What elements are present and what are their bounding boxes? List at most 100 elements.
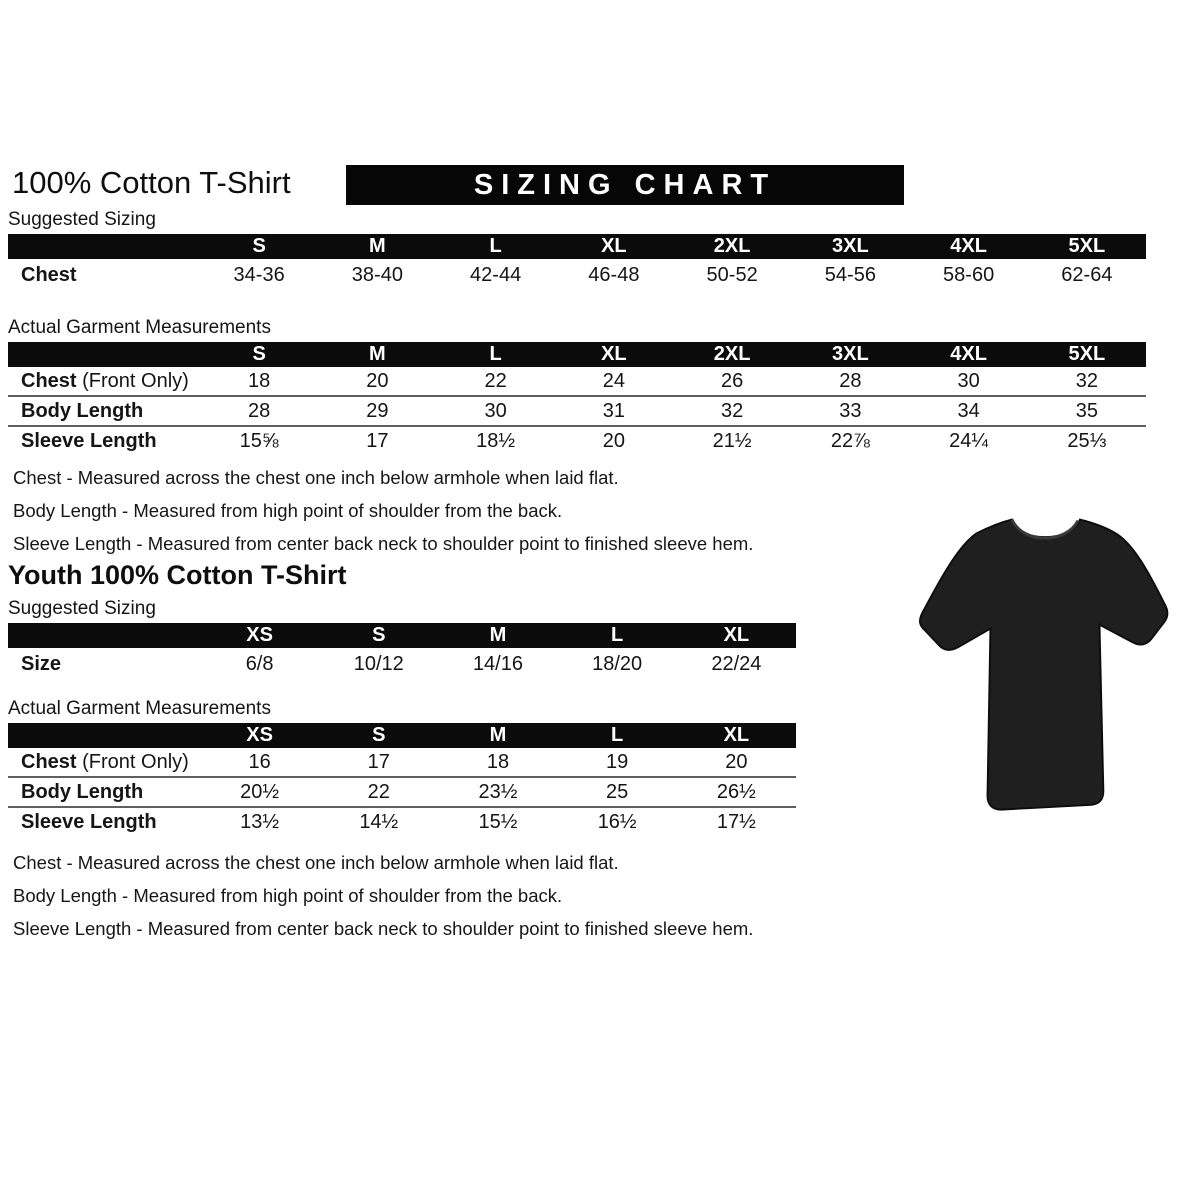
tshirt-illustration <box>919 518 1169 811</box>
measurement-value-cell: 20 <box>725 750 748 773</box>
size-column-header: M <box>438 720 558 748</box>
measurement-value-cell: 18/20 <box>592 652 643 675</box>
corner-cell <box>8 720 200 748</box>
measurement-value-cell: 28 <box>839 369 862 392</box>
measurement-value-cell: 58-60 <box>943 264 995 286</box>
measurement-value-cell: 19 <box>606 750 629 773</box>
measurement-value-cell: 15½ <box>438 806 558 836</box>
size-column-header: S <box>319 620 439 648</box>
size-column-header: L <box>436 231 555 259</box>
measurement-value-cell: 21½ <box>673 425 792 455</box>
measurement-value-cell: 23½ <box>438 776 558 807</box>
row-label-cell: Chest <box>8 259 200 292</box>
size-column-header: M <box>318 231 437 259</box>
size-column-header: 5XL <box>1027 231 1146 259</box>
measurement-value-cell: 22 <box>319 776 439 807</box>
youth-title: Youth 100% Cotton T-Shirt <box>8 560 347 590</box>
row-label-cell: Sleeve Length <box>8 806 200 836</box>
measurement-value-cell: 38-40 <box>351 264 403 286</box>
youth-suggested-sizing-table: XS S M L XL Size 6/8 10/12 14/16 18/20 22/24 <box>8 620 796 680</box>
measurement-value-cell: 14½ <box>319 806 439 836</box>
spacer <box>0 292 1200 317</box>
row-label: Body Length <box>21 399 144 422</box>
measurement-value-cell: 25 <box>557 776 677 807</box>
measurement-row: Body Length 28 29 30 31 32 33 34 35 <box>8 395 1146 426</box>
tshirt-photo <box>897 474 1189 826</box>
youth-measurement-notes: Chest - Measured across the chest one in… <box>13 846 1200 945</box>
measurement-value-cell: 18 <box>486 750 510 773</box>
corner-cell <box>8 339 200 367</box>
tshirt-silhouette <box>919 518 1169 811</box>
sizing-chart-banner: SIZING CHART <box>346 165 904 205</box>
size-column-header: XL <box>676 720 796 748</box>
row-label: Size <box>21 652 62 675</box>
size-column-header: XL <box>554 231 673 259</box>
note-line: Sleeve Length - Measured from center bac… <box>13 918 754 939</box>
size-column-header: S <box>200 231 319 259</box>
measurement-value-cell: 34-36 <box>233 264 285 286</box>
row-label-cell: Chest (Front Only) <box>8 367 200 396</box>
size-header-row: XS S M L XL <box>8 720 796 748</box>
row-label-cell: Body Length <box>8 395 200 426</box>
measurement-value-cell: 30 <box>957 369 980 392</box>
measurement-value-cell: 14/16 <box>472 652 523 675</box>
note-line: Chest - Measured across the chest one in… <box>13 467 619 488</box>
measurement-value-cell: 24 <box>602 369 625 392</box>
measurement-value-cell: 17 <box>318 425 437 455</box>
row-label-suffix: (Front Only) <box>76 750 189 773</box>
measurement-row: Sleeve Length 15⅝ 17 18½ 20 21½ 22⅞ 24¼ 25⅓ <box>8 425 1146 455</box>
measurement-value-cell: 32 <box>1075 369 1098 392</box>
row-label: Body Length <box>21 780 144 803</box>
content-flow: Suggested Sizing S M L XL 2XL 3XL 4XL 5XL Chest 3… <box>0 209 1200 945</box>
size-column-header: 3XL <box>791 339 910 367</box>
size-column-header: XL <box>554 339 673 367</box>
size-column-header: S <box>200 339 319 367</box>
row-label-cell: Chest (Front Only) <box>8 748 200 777</box>
measurement-row: Chest (Front Only) 16 17 18 19 20 <box>8 748 796 777</box>
youth-suggested-sizing-label: Suggested Sizing <box>8 598 156 619</box>
measurement-value-cell: 42-44 <box>470 264 522 286</box>
note-line: Chest - Measured across the chest one in… <box>13 852 619 873</box>
row-label-cell: Body Length <box>8 776 200 807</box>
measurement-value-cell: 33 <box>791 395 910 426</box>
size-column-header: 4XL <box>909 339 1028 367</box>
measurement-value-cell: 20½ <box>200 776 320 807</box>
size-column-header: XL <box>676 620 796 648</box>
size-column-header: M <box>438 620 558 648</box>
adult-suggested-sizing-label: Suggested Sizing <box>8 209 156 230</box>
note-line: Sleeve Length - Measured from center bac… <box>13 533 754 554</box>
size-column-header: L <box>557 620 677 648</box>
measurement-value-cell: 62-64 <box>1061 264 1113 286</box>
measurement-row: Chest 34-36 38-40 42-44 46-48 50-52 54-56 58-60… <box>8 259 1146 292</box>
measurement-value-cell: 26 <box>721 369 744 392</box>
size-header-row: S M L XL 2XL 3XL 4XL 5XL <box>8 231 1146 259</box>
measurement-row: Chest (Front Only) 18 20 22 24 26 28 30 32 <box>8 367 1146 396</box>
measurement-value-cell: 20 <box>366 369 389 392</box>
note-line: Body Length - Measured from high point o… <box>13 885 563 906</box>
size-column-header: 2XL <box>673 339 792 367</box>
measurement-row: Body Length 20½ 22 23½ 25 26½ <box>8 776 796 807</box>
size-column-header: XS <box>200 720 320 748</box>
measurement-value-cell: 35 <box>1027 395 1146 426</box>
row-label: Chest <box>21 369 77 392</box>
size-header-row: S M L XL 2XL 3XL 4XL 5XL <box>8 339 1146 367</box>
measurement-value-cell: 46-48 <box>588 264 640 286</box>
size-column-header: M <box>318 339 437 367</box>
measurement-value-cell: 28 <box>200 395 319 426</box>
measurement-value-cell: 22⅞ <box>791 425 910 455</box>
measurement-value-cell: 20 <box>554 425 673 455</box>
size-column-header: 4XL <box>909 231 1028 259</box>
measurement-value-cell: 18½ <box>436 425 555 455</box>
measurement-value-cell: 22/24 <box>711 652 762 675</box>
measurement-value-cell: 25⅓ <box>1027 425 1146 455</box>
youth-actual-measurements-table: XS S M L XL Chest (Front Only) 16 17 18 19 20 Body … <box>8 720 796 836</box>
size-column-header: S <box>319 720 439 748</box>
measurement-row: Size 6/8 10/12 14/16 18/20 22/24 <box>8 648 796 680</box>
measurement-value-cell: 34 <box>909 395 1028 426</box>
measurement-value-cell: 22 <box>484 369 507 392</box>
measurement-value-cell: 17 <box>367 750 390 773</box>
page-title: 100% Cotton T-Shirt <box>12 165 291 200</box>
row-label: Chest <box>21 750 77 773</box>
measurement-value-cell: 26½ <box>676 776 796 807</box>
row-label-suffix: (Front Only) <box>76 369 189 392</box>
